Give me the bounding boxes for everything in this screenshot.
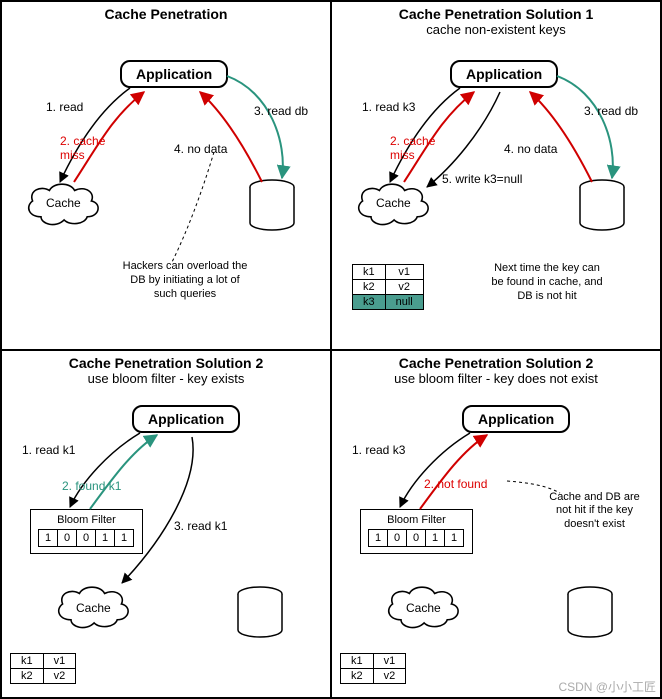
bloom-bit: 0 <box>76 529 96 547</box>
table-row: k1v1 <box>11 653 76 668</box>
step-4: 4. no data <box>504 142 557 156</box>
bloom-bit: 1 <box>95 529 115 547</box>
bloom-bit: 1 <box>114 529 134 547</box>
panel-2: Cache Penetration Solution 1 cache non-e… <box>331 1 661 350</box>
table-row: k3null <box>353 295 424 310</box>
cache-label: Cache <box>406 601 441 615</box>
table-row: k2v2 <box>11 668 76 683</box>
step-3: 3. read k1 <box>174 519 227 533</box>
table-row: k1v1 <box>341 653 406 668</box>
step-2: 2. cache miss <box>390 134 435 162</box>
step-4: 4. no data <box>174 142 227 156</box>
table-row: k2v2 <box>353 280 424 295</box>
panel-subtitle: cache non-existent keys <box>332 22 660 37</box>
step-5: 5. write k3=null <box>442 172 522 186</box>
bloom-bit: 1 <box>368 529 388 547</box>
panel-subtitle: use bloom filter - key does not exist <box>332 371 660 386</box>
step-3: 3. read db <box>254 104 308 118</box>
bloom-filter: Bloom Filter 1 0 0 1 1 <box>360 509 473 554</box>
step-1: 1. read k1 <box>22 443 75 457</box>
panel-note: Next time the key can be found in cache,… <box>467 262 627 303</box>
panel-subtitle: use bloom filter - key exists <box>2 371 330 386</box>
application-node: Application <box>120 60 228 88</box>
panel-1: Cache Penetration Application 1. r <box>1 1 331 350</box>
cache-table: k1v1 k2v2 k3null <box>352 264 424 310</box>
step-1: 1. read <box>46 100 83 114</box>
step-2: 2. not found <box>424 477 487 491</box>
step-2: 2. cache miss <box>60 134 105 162</box>
cache-label: Cache <box>376 196 411 210</box>
application-node: Application <box>132 405 240 433</box>
panel-note: Cache and DB are not hit if the key does… <box>532 491 657 532</box>
bloom-bit: 1 <box>425 529 445 547</box>
panel-4: Cache Penetration Solution 2 use bloom f… <box>331 350 661 699</box>
bloom-bit: 1 <box>444 529 464 547</box>
bloom-title: Bloom Filter <box>369 514 464 526</box>
bloom-bit: 1 <box>38 529 58 547</box>
bloom-bit: 0 <box>406 529 426 547</box>
step-1: 1. read k3 <box>352 443 405 457</box>
panel-title: Cache Penetration Solution 2 <box>332 355 660 371</box>
cache-table: k1v1 k2v2 <box>340 653 406 684</box>
table-row: k2v2 <box>341 668 406 683</box>
panel-title: Cache Penetration <box>2 6 330 22</box>
diagram-grid: Cache Penetration Application 1. r <box>0 0 662 699</box>
step-3: 3. read db <box>584 104 638 118</box>
panel-note: Hackers can overload the DB by initiatin… <box>100 260 270 301</box>
cache-table: k1v1 k2v2 <box>10 653 76 684</box>
watermark: CSDN @小小工匠 <box>558 678 656 695</box>
panel-title: Cache Penetration Solution 2 <box>2 355 330 371</box>
step-2: 2. found k1 <box>62 479 121 493</box>
application-node: Application <box>450 60 558 88</box>
cache-label: Cache <box>76 601 111 615</box>
bloom-bit: 0 <box>57 529 77 547</box>
table-row: k1v1 <box>353 265 424 280</box>
bloom-filter: Bloom Filter 1 0 0 1 1 <box>30 509 143 554</box>
application-node: Application <box>462 405 570 433</box>
bloom-bit: 0 <box>387 529 407 547</box>
panel-title: Cache Penetration Solution 1 <box>332 6 660 22</box>
panel-3: Cache Penetration Solution 2 use bloom f… <box>1 350 331 699</box>
bloom-title: Bloom Filter <box>39 514 134 526</box>
step-1: 1. read k3 <box>362 100 415 114</box>
cache-label: Cache <box>46 196 81 210</box>
